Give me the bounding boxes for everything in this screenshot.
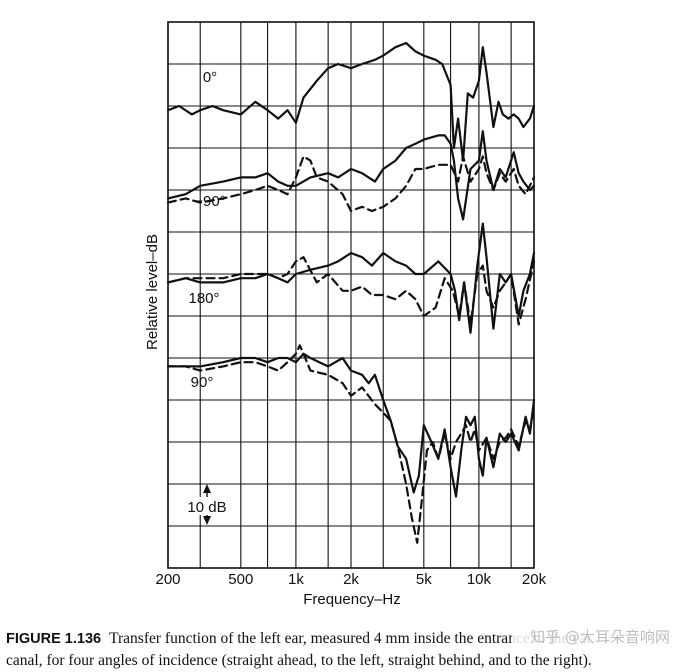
x-tick-label: 200 [155,571,180,588]
caption-line-2: canal, for four angles of incidence (str… [6,652,592,669]
scale-marker: 10 dB [183,484,231,525]
series-line-3 [166,222,536,334]
series-line-4 [166,256,536,326]
caption-line-1: Transfer function of the left ear, measu… [109,630,592,647]
y-axis-label: Relative level–dB [144,234,161,350]
scale-annotation: 10 dB [187,499,226,516]
series-label-180deg: 180° [188,290,219,307]
x-tick-label: 10k [467,571,492,588]
series-layer [166,41,536,544]
chart-grid [167,21,535,569]
series-label-minus90deg: −90° [194,193,225,210]
x-tick-label: 2k [343,571,359,588]
series-line-6 [166,344,536,544]
x-tick-label: 20k [522,571,547,588]
x-tick-label: 1k [288,571,304,588]
x-tick-labels: 200 500 1k 2k 5k 10k 20k [155,571,546,588]
series-label-0deg: 0° [203,69,217,86]
figure-label: FIGURE 1.136 [6,631,102,647]
series-line-0 [166,41,536,162]
label-layer: 0° −90° 180° 90° 10 dB 200 500 1k 2k 5k 10k 20… [144,69,547,608]
watermark: 知乎 @大耳朵音响网 [512,624,688,650]
figure-caption: FIGURE 1.136 Transfer function of the lef… [6,628,690,671]
series-label-90deg: 90° [191,374,214,391]
series-line-5 [166,352,536,498]
x-tick-label: 500 [228,571,253,588]
x-tick-label: 5k [416,571,432,588]
x-axis-label: Frequency–Hz [303,591,401,608]
series-line-2 [166,155,536,213]
